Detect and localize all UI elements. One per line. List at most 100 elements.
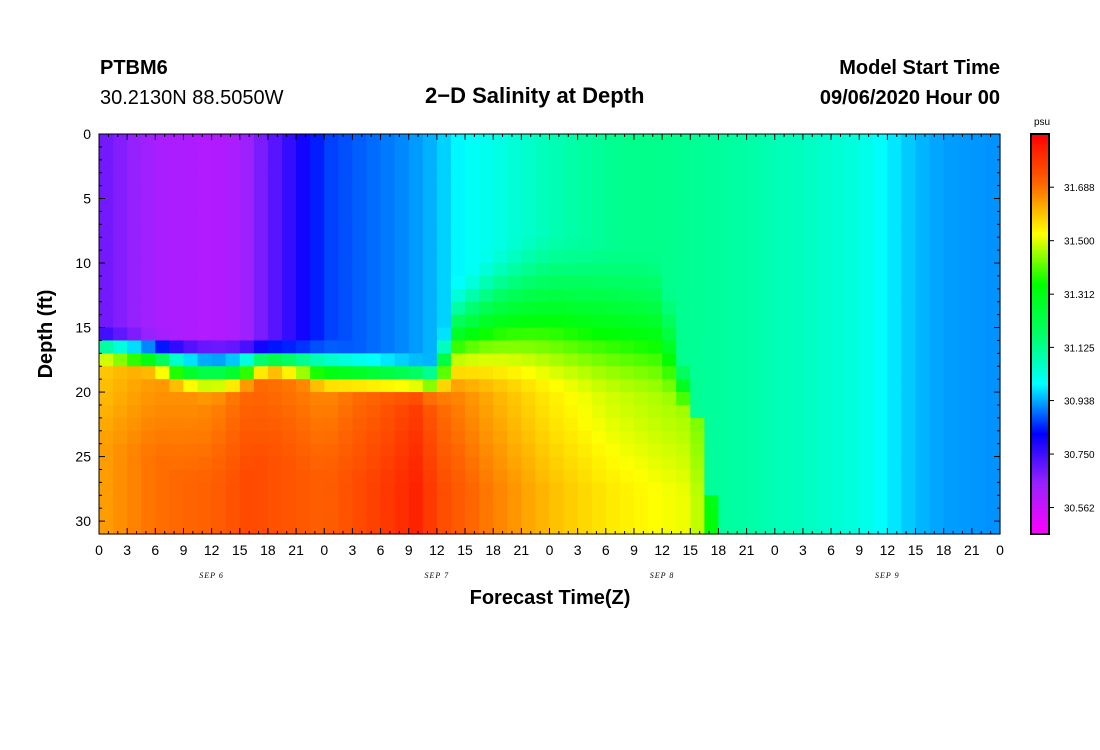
heatmap-cell bbox=[831, 508, 846, 522]
heatmap-cell bbox=[366, 404, 382, 419]
heatmap-cell bbox=[408, 327, 424, 342]
heatmap-cell bbox=[479, 340, 494, 354]
heatmap-cell bbox=[127, 443, 142, 458]
axes: 0 3 6 9 12 15 18 21 0 3 6 9 12 15 18 21 0 3 6 9 12 15 18 21 0 3 6 9… bbox=[75, 126, 1004, 580]
heatmap-cell bbox=[422, 508, 438, 522]
heatmap-cell bbox=[352, 340, 368, 354]
heatmap-cell bbox=[183, 456, 199, 471]
heatmap-cell bbox=[465, 430, 480, 445]
heatmap-cell bbox=[366, 172, 382, 187]
heatmap-cell bbox=[831, 237, 846, 251]
heatmap-cell bbox=[760, 495, 776, 509]
heatmap-cell bbox=[338, 404, 354, 419]
heatmap-cell bbox=[507, 417, 522, 432]
heatmap-cell bbox=[662, 417, 677, 432]
heatmap-cell bbox=[549, 250, 565, 264]
heatmap-cell bbox=[802, 456, 818, 471]
heatmap-cell bbox=[282, 417, 297, 432]
heatmap-cell bbox=[591, 198, 607, 213]
heatmap-cell bbox=[493, 198, 508, 213]
heatmap-cell bbox=[338, 508, 354, 522]
heatmap-cell bbox=[450, 237, 466, 251]
heatmap-cell bbox=[338, 327, 354, 342]
heatmap-cell bbox=[225, 404, 241, 419]
heatmap-cell bbox=[436, 198, 452, 213]
heatmap-cell bbox=[197, 469, 213, 483]
heatmap-cell bbox=[141, 379, 156, 393]
heatmap-cell bbox=[774, 340, 790, 354]
heatmap-cell bbox=[633, 443, 649, 458]
heatmap-cell bbox=[324, 495, 339, 509]
heatmap-cell bbox=[183, 521, 199, 535]
heatmap-cell bbox=[943, 508, 959, 522]
heatmap-cell bbox=[422, 146, 438, 161]
heatmap-cell bbox=[929, 263, 945, 277]
heatmap-cell bbox=[155, 404, 170, 419]
heatmap-cell bbox=[718, 211, 734, 225]
heatmap-cell bbox=[253, 443, 269, 458]
heatmap-cell bbox=[718, 275, 734, 290]
heatmap-cell bbox=[690, 340, 705, 354]
heatmap-cell bbox=[197, 211, 213, 225]
heatmap-cell bbox=[605, 327, 621, 342]
heatmap-cell bbox=[450, 327, 466, 342]
heatmap-cell bbox=[465, 237, 480, 251]
heatmap-cell bbox=[746, 379, 762, 393]
heatmap-cell bbox=[648, 327, 663, 342]
heatmap-cell bbox=[816, 417, 832, 432]
heatmap-cell bbox=[183, 288, 199, 303]
heatmap-cell bbox=[366, 288, 382, 303]
heatmap-cell bbox=[873, 482, 888, 496]
heatmap-cell bbox=[788, 495, 804, 509]
heatmap-cell bbox=[380, 456, 396, 471]
heatmap-cell bbox=[380, 211, 396, 225]
heatmap-cell bbox=[943, 211, 959, 225]
heatmap-cell bbox=[704, 250, 720, 264]
heatmap-cell bbox=[282, 521, 297, 535]
heatmap-cell bbox=[324, 146, 339, 161]
heatmap-cell bbox=[225, 392, 241, 406]
heatmap-cell bbox=[296, 366, 311, 380]
heatmap-cell bbox=[394, 237, 410, 251]
heatmap-cell bbox=[859, 275, 874, 290]
heatmap-cell bbox=[155, 263, 170, 277]
heatmap-cell bbox=[521, 521, 537, 535]
heatmap-cell bbox=[521, 366, 537, 380]
heatmap-cell bbox=[183, 443, 199, 458]
heatmap-cell bbox=[845, 404, 860, 419]
heatmap-cell bbox=[310, 146, 325, 161]
heatmap-cell bbox=[845, 379, 860, 393]
x-tick-label: 18 bbox=[936, 542, 952, 558]
heatmap-cell bbox=[816, 456, 832, 471]
heatmap-cell bbox=[310, 417, 325, 432]
heatmap-cell bbox=[859, 404, 874, 419]
heatmap-cell bbox=[957, 159, 973, 174]
heatmap-cell bbox=[197, 198, 213, 213]
heatmap-cell bbox=[211, 224, 227, 238]
heatmap-cell bbox=[465, 224, 480, 238]
heatmap-cell bbox=[732, 159, 748, 174]
heatmap-cell bbox=[422, 521, 438, 535]
heatmap-cell bbox=[985, 198, 1001, 213]
heatmap-cell bbox=[943, 250, 959, 264]
heatmap-cell bbox=[127, 482, 142, 496]
heatmap-cell bbox=[324, 366, 339, 380]
heatmap-cell bbox=[746, 392, 762, 406]
heatmap-cell bbox=[788, 301, 804, 316]
heatmap-cell bbox=[521, 198, 537, 213]
heatmap-cell bbox=[394, 456, 410, 471]
heatmap-cell bbox=[676, 456, 691, 471]
heatmap-cell bbox=[648, 198, 663, 213]
heatmap-cell bbox=[690, 482, 705, 496]
heatmap-cell bbox=[436, 469, 452, 483]
heatmap-cell bbox=[169, 301, 185, 316]
heatmap-cell bbox=[141, 456, 156, 471]
heatmap-cell bbox=[422, 263, 438, 277]
heatmap-cell bbox=[310, 456, 325, 471]
heatmap-cell bbox=[310, 134, 325, 148]
heatmap-cell bbox=[788, 508, 804, 522]
heatmap-cell bbox=[577, 482, 593, 496]
heatmap-cell bbox=[563, 340, 579, 354]
heatmap-cell bbox=[943, 172, 959, 187]
heatmap-cell bbox=[465, 198, 480, 213]
